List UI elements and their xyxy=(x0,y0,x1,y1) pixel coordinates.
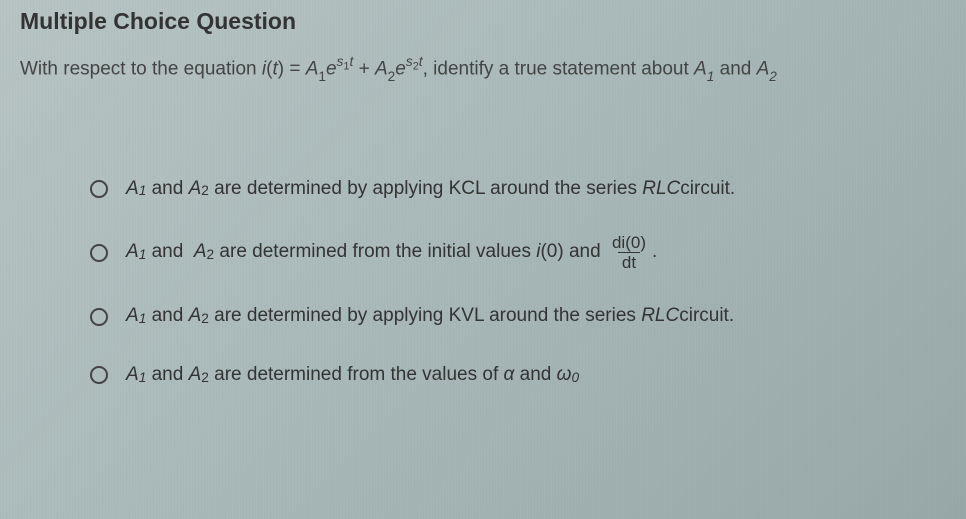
eq-plus: + xyxy=(353,58,375,79)
eq-e1: e xyxy=(326,58,337,79)
option-c[interactable]: A1 and A2 are determined by applying KVL… xyxy=(90,303,946,330)
option-a-text: A1 and A2 are determined by applying KCL… xyxy=(126,176,735,203)
option-b[interactable]: A1 and A2 are determined from the initia… xyxy=(90,234,946,271)
eq-A1: A xyxy=(306,58,319,79)
option-b-text: A1 and A2 are determined from the initia… xyxy=(126,234,657,271)
eq-A2: A xyxy=(375,58,388,79)
eq-e2: e xyxy=(395,58,406,79)
radio-icon[interactable] xyxy=(90,244,108,262)
options-list: A1 and A2 are determined by applying KCL… xyxy=(20,176,946,389)
prompt-A1: A xyxy=(694,58,707,79)
question-prompt: With respect to the equation i(t) = A1es… xyxy=(20,53,946,86)
option-d[interactable]: A1 and A2 are determined from the values… xyxy=(90,362,946,389)
prompt-A2-sub: 2 xyxy=(769,69,777,84)
option-d-text: A1 and A2 are determined from the values… xyxy=(126,362,579,389)
eq-A2-sub: 2 xyxy=(388,69,396,84)
prompt-A1-sub: 1 xyxy=(707,69,715,84)
question-container: Multiple Choice Question With respect to… xyxy=(0,0,966,440)
radio-icon[interactable] xyxy=(90,366,108,384)
option-a[interactable]: A1 and A2 are determined by applying KCL… xyxy=(90,176,946,203)
prompt-and: and xyxy=(714,58,756,79)
eq-close: ) = xyxy=(278,58,306,79)
eq-A1-sub: 1 xyxy=(318,69,326,84)
eq-exp1: s1t xyxy=(337,54,354,69)
radio-icon[interactable] xyxy=(90,180,108,198)
option-c-text: A1 and A2 are determined by applying KVL… xyxy=(126,303,734,330)
prompt-prefix: With respect to the equation xyxy=(20,58,262,79)
question-heading: Multiple Choice Question xyxy=(20,8,946,35)
fraction: di(0) dt xyxy=(610,234,648,271)
prompt-A2: A xyxy=(757,58,770,79)
eq-exp2: s2t xyxy=(406,54,423,69)
prompt-suffix: , identify a true statement about xyxy=(423,58,694,79)
radio-icon[interactable] xyxy=(90,308,108,326)
